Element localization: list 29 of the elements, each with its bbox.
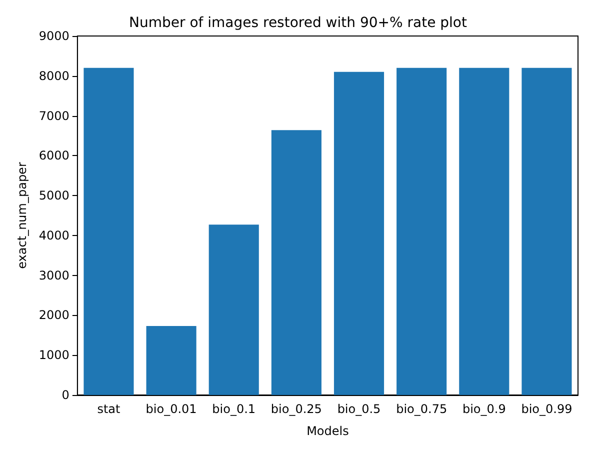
x-tick-label: stat xyxy=(97,402,121,416)
x-tick-label: bio_0.25 xyxy=(270,402,322,416)
bar xyxy=(459,68,510,395)
x-tick-label: bio_0.9 xyxy=(462,402,506,416)
y-tick-label: 8000 xyxy=(38,68,70,83)
x-tick-label: bio_0.99 xyxy=(521,402,572,416)
y-tick-label: 9000 xyxy=(38,29,70,43)
bar xyxy=(334,72,384,395)
x-tick-label: bio_0.1 xyxy=(212,402,256,416)
y-axis-title: exact_num_paper xyxy=(15,162,29,269)
bar xyxy=(396,68,447,395)
y-tick-label: 7000 xyxy=(38,108,70,123)
y-tick-label: 5000 xyxy=(38,188,70,203)
x-axis-title: Models xyxy=(306,424,349,438)
y-tick-label: 3000 xyxy=(38,268,70,282)
y-tick-label: 2000 xyxy=(38,308,70,322)
bar xyxy=(271,130,322,395)
y-tick-label: 0 xyxy=(62,388,70,402)
x-tick-label: bio_0.75 xyxy=(396,402,448,416)
bar xyxy=(84,68,134,395)
bar xyxy=(208,224,259,395)
x-tick-label: bio_0.01 xyxy=(146,402,197,416)
x-tick-label: bio_0.5 xyxy=(337,402,381,416)
y-tick-label: 6000 xyxy=(38,148,70,163)
y-tick-label: 1000 xyxy=(38,348,70,362)
y-tick-label: 4000 xyxy=(38,228,70,242)
chart-title: Number of images restored with 90+% rate plot xyxy=(129,15,468,31)
bar xyxy=(146,326,196,395)
bar xyxy=(522,68,572,395)
